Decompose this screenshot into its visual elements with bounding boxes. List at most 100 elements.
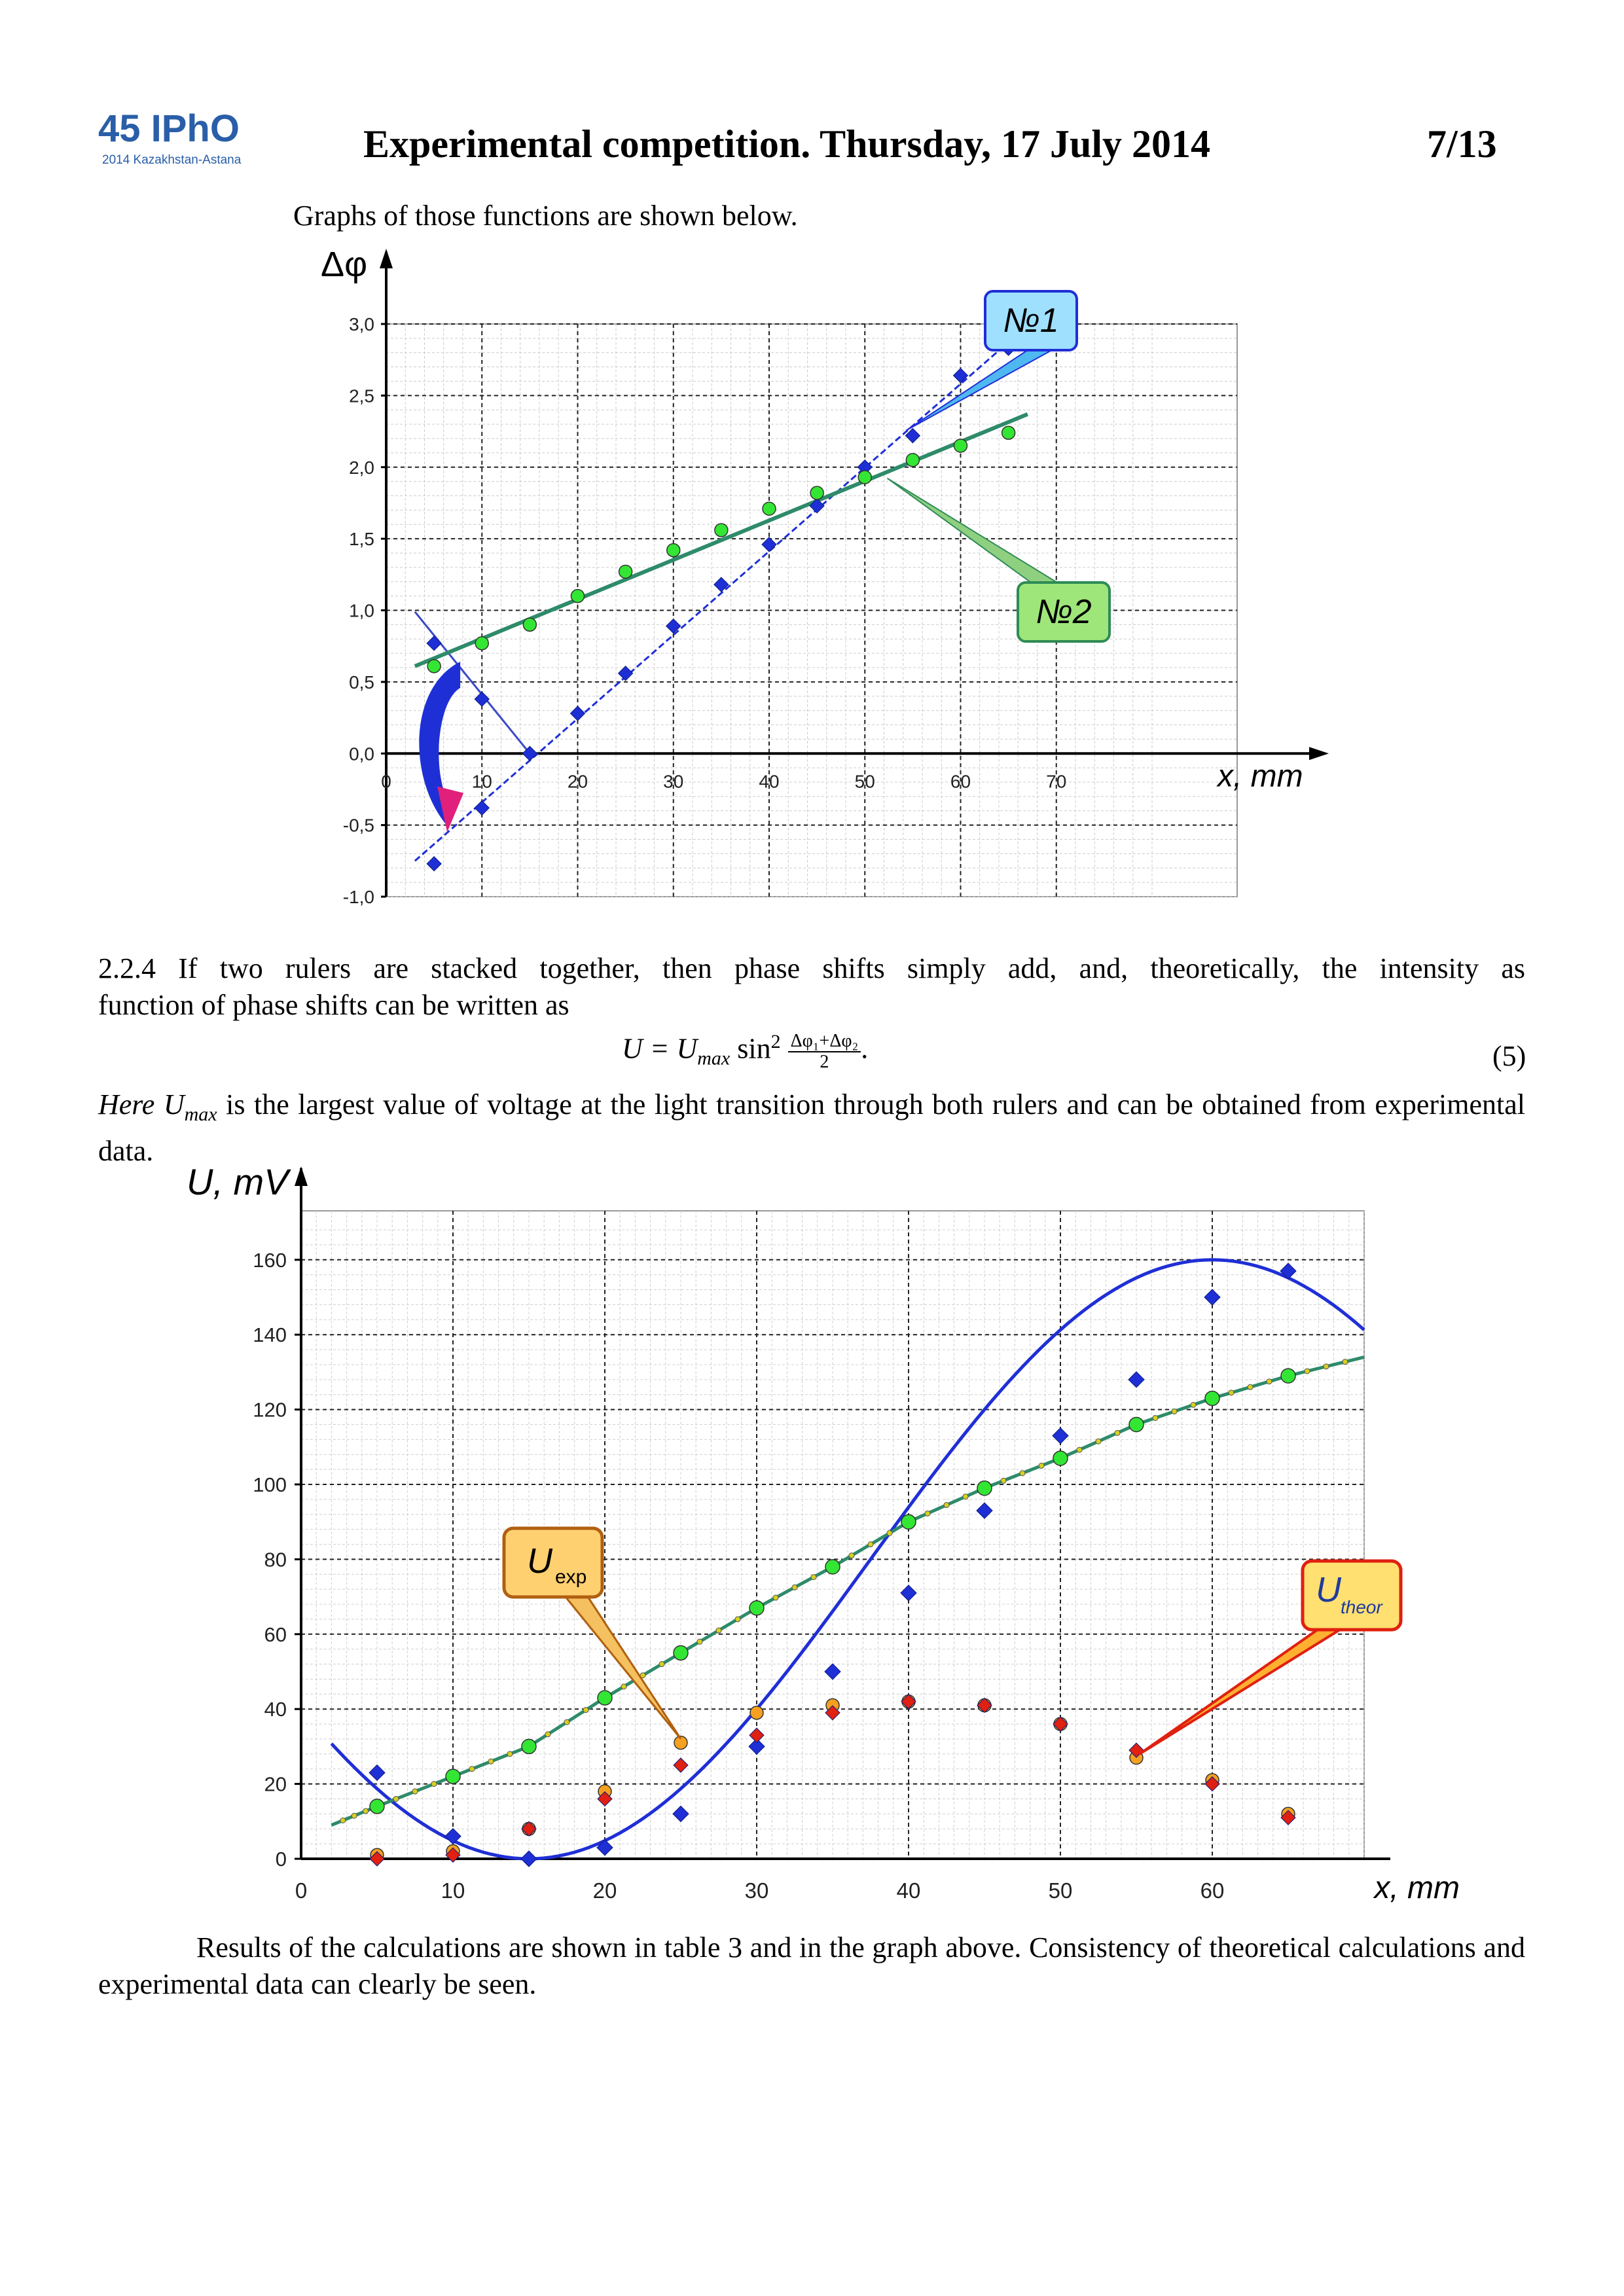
green-curve-dot [469, 1766, 475, 1772]
chart2-x-tick-label: 0 [295, 1878, 307, 1903]
u-exp-label: U [527, 1541, 553, 1581]
chart1-x-tick-label: 0 [381, 771, 391, 791]
green-curve-dot [363, 1808, 369, 1814]
green-curve-dot [962, 1494, 969, 1500]
series1-point [474, 800, 490, 816]
chart1-y-tick-label: 2,0 [349, 457, 374, 478]
chart1-x-tick-label: 40 [759, 771, 779, 791]
blue-theory-curve [330, 1258, 1365, 1861]
here-prefix: Here U [98, 1088, 185, 1121]
green-curve-dot [848, 1552, 855, 1559]
chart1-y-tick-label: 1,5 [349, 529, 374, 549]
section-224-line2: function of phase shifts can be written … [98, 989, 569, 1021]
blue-point [976, 1502, 993, 1519]
chart1-fit-lines [414, 325, 1029, 862]
page-title: Experimental competition. Thursday, 17 J… [363, 122, 1210, 166]
series2-point [475, 636, 489, 651]
green-curve-dot [488, 1758, 494, 1765]
u-theor-point [369, 1851, 385, 1867]
voltage-chart: 0 20 40 60 80 100 120 140 160 0 10 20 30 40 50 60 x, mm U… [187, 1161, 1460, 1905]
chart1-axes [380, 249, 1329, 897]
chart1-labels: -1,0 -0,5 0,0 0,5 1,0 1,5 2,0 2,5 3,0 0 10 20 30 40 50… [321, 245, 1303, 907]
chart1-y-tick-label: 0,5 [349, 672, 374, 692]
here-rest: is the largest value of voltage at the l… [98, 1088, 1525, 1167]
series1-point [809, 498, 825, 514]
callout1-box [984, 290, 1078, 351]
chart2-x-tick-label: 60 [1200, 1878, 1225, 1903]
series2-point [1001, 425, 1016, 440]
chart1-x-tick-label: 60 [950, 771, 971, 791]
chart1-y-tick-label: 0,0 [349, 744, 374, 764]
chart2-y-tick-label: 0 [276, 1848, 287, 1871]
green-curve-dot [1323, 1363, 1329, 1370]
series1-point [952, 368, 969, 384]
series2-point [857, 470, 872, 484]
series2-point [953, 439, 968, 453]
chart1-x-tick-label: 30 [663, 771, 683, 791]
chart2-y-tick-label: 40 [264, 1698, 287, 1721]
chart2-y-tick-label: 160 [253, 1249, 287, 1272]
green-point [901, 1514, 916, 1530]
green-curve-dot [943, 1501, 950, 1508]
u-theor-label: U [1316, 1570, 1342, 1609]
blue-point [824, 1663, 841, 1680]
formula-sin: sin [730, 1032, 771, 1065]
chart2-x-tick-label: 20 [593, 1878, 617, 1903]
green-curve-dot [734, 1616, 741, 1623]
green-point [1128, 1416, 1144, 1433]
green-curve-dot [507, 1751, 513, 1757]
u-theor-point [749, 1727, 765, 1743]
flip-arrow-head [437, 786, 464, 833]
u-theor-point [1053, 1716, 1068, 1732]
green-curve-dot [1114, 1429, 1121, 1436]
u-theor-point [521, 1821, 537, 1837]
formula-lhs: U = U [622, 1032, 698, 1065]
u-exp-subscript: exp [555, 1566, 586, 1588]
chart1-x-label: x, mm [1216, 759, 1303, 793]
green-curve-dot [715, 1627, 722, 1634]
series2-fit-line [414, 412, 1029, 668]
series1-point [426, 636, 442, 651]
u-theor-subscript: theor [1341, 1597, 1383, 1617]
blue-point [596, 1839, 613, 1856]
green-curve-dot [351, 1812, 357, 1819]
chart2-y-tick-label: 80 [264, 1548, 287, 1571]
chart2-x-tick-label: 40 [897, 1878, 921, 1903]
series1-point [426, 855, 442, 872]
ipho-logo: 45 IPhO 2014 Kazakhstan-Astana [98, 110, 268, 170]
series2-point [570, 588, 585, 603]
section-224-line1: 2.2.4 If two rulers are stacked together… [98, 952, 1525, 984]
u-exp-point [674, 1735, 688, 1750]
series2-point [618, 564, 633, 579]
chart2-labels: 0 20 40 60 80 100 120 140 160 0 10 20 30 40 50 60 x, mm U… [187, 1161, 1460, 1905]
equation-number: (5) [1492, 1040, 1526, 1072]
flip-arrow [419, 661, 461, 826]
green-curve-dot [1171, 1408, 1178, 1414]
chart1-markers [426, 340, 1017, 872]
u-theor-point [977, 1697, 992, 1713]
green-point [369, 1799, 385, 1814]
chart2-y-tick-label: 120 [253, 1399, 287, 1422]
chart2-y-tick-label: 20 [264, 1773, 287, 1796]
green-curve-dot [1038, 1462, 1045, 1469]
green-curve-dot [772, 1594, 779, 1601]
callout2-label: №2 [1036, 593, 1091, 631]
u-exp-point [749, 1706, 764, 1720]
formula-denominator: 2 [820, 1051, 829, 1072]
blue-point [1280, 1263, 1297, 1280]
blue-point [444, 1827, 461, 1845]
page-number: 7/13 [1427, 122, 1497, 166]
green-point [445, 1768, 461, 1784]
blue-point [900, 1585, 917, 1602]
blue-point [1204, 1289, 1221, 1306]
results-text: Results of the calculations are shown in… [98, 1931, 1525, 2000]
chart2-x-tick-label: 30 [745, 1878, 769, 1903]
chart1-y-tick-label: -0,5 [343, 816, 374, 836]
blue-point [748, 1738, 765, 1755]
u-theor-point [825, 1705, 840, 1721]
green-curve-dot [1247, 1384, 1254, 1390]
series2-point [666, 543, 681, 558]
callout2-box [1017, 581, 1111, 643]
series1-point [905, 427, 921, 444]
chart2-y-label: U, mV [187, 1161, 291, 1202]
